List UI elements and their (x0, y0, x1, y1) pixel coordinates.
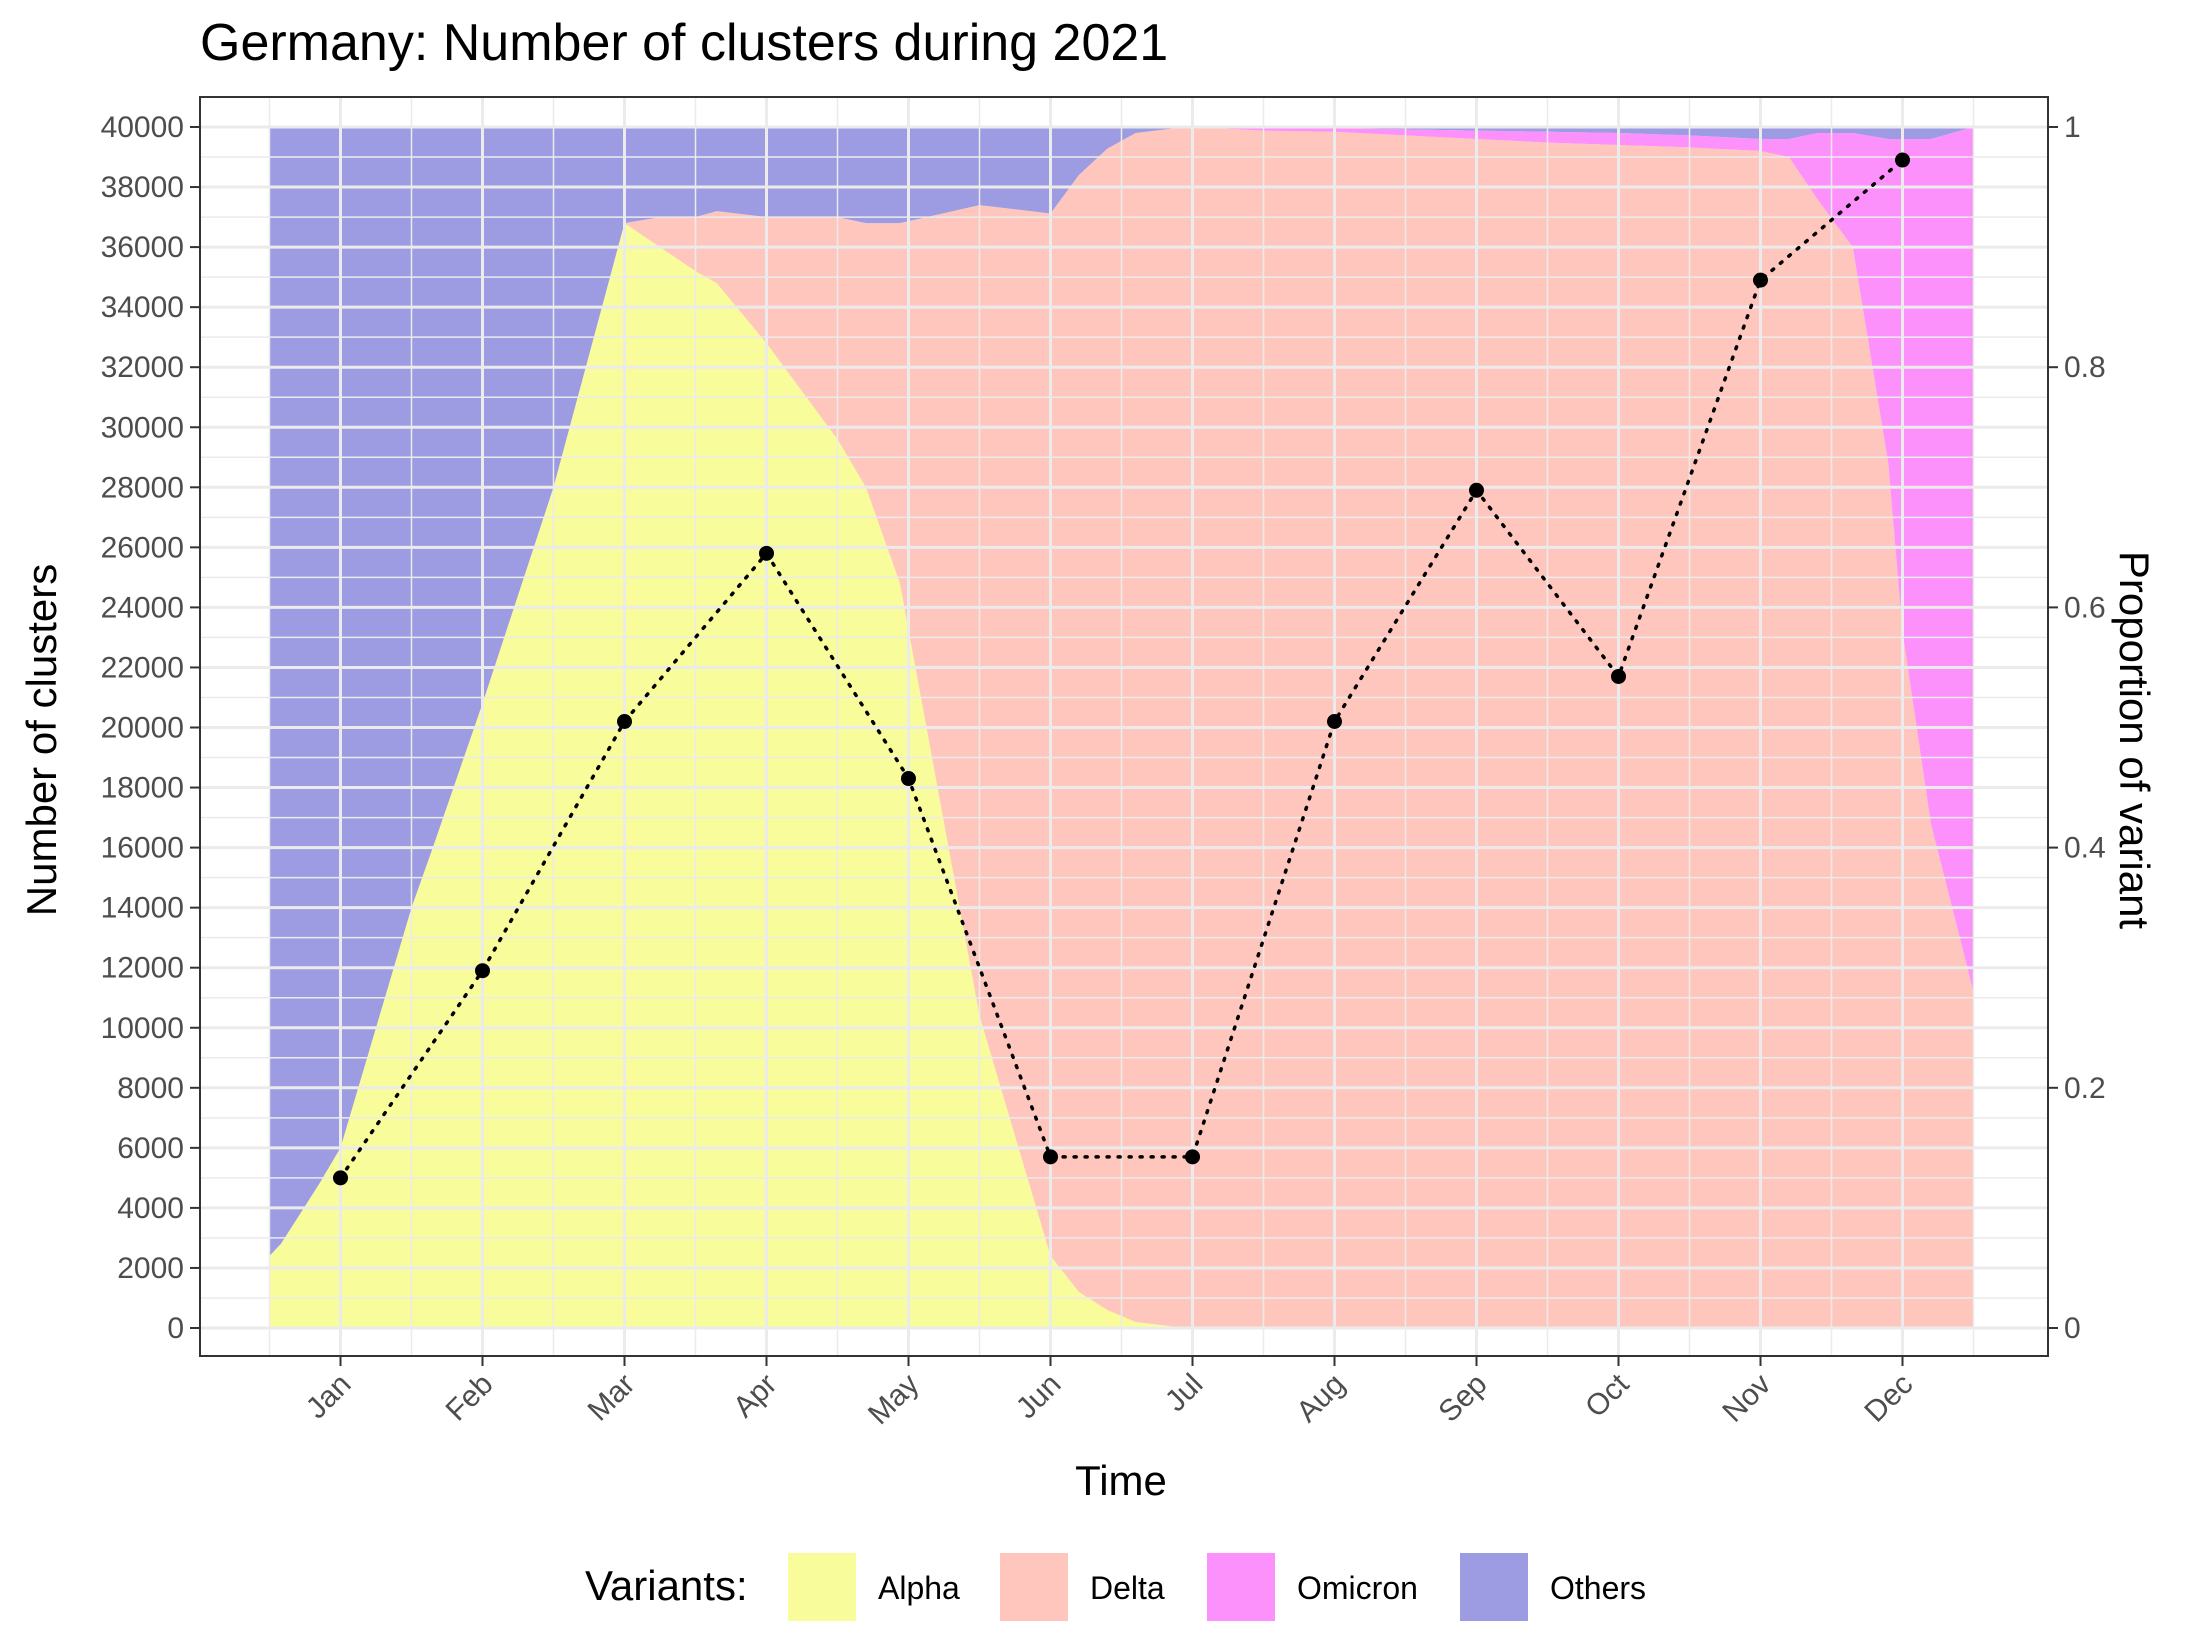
legend-label-others: Others (1550, 1570, 1646, 1606)
y-tick-label: 10000 (101, 1012, 184, 1045)
y2-tick-label: 0.8 (2064, 351, 2106, 384)
y2-tick-label: 1 (2064, 111, 2081, 144)
y-tick-label: 26000 (101, 531, 184, 564)
data-point-may (901, 771, 916, 787)
data-point-feb (475, 963, 490, 979)
legend-key-omicron (1207, 1553, 1275, 1621)
y-tick-label: 6000 (117, 1132, 184, 1165)
y-tick-label: 0 (167, 1312, 184, 1345)
area-others (269, 127, 1974, 1256)
legend-key-others (1460, 1553, 1528, 1621)
data-point-jul (1185, 1149, 1200, 1165)
y-tick-label: 12000 (101, 952, 184, 985)
y-tick-label: 18000 (101, 772, 184, 805)
y-tick-label: 20000 (101, 712, 184, 745)
y-tick-label: 38000 (101, 171, 184, 204)
data-point-oct (1611, 668, 1626, 684)
y-tick-label: 24000 (101, 591, 184, 624)
y-tick-label: 22000 (101, 651, 184, 684)
y-tick-label: 28000 (101, 471, 184, 504)
y-tick-label: 14000 (101, 892, 184, 925)
y-tick-label: 34000 (101, 291, 184, 324)
y2-axis-title: Proportion of variant (2111, 551, 2158, 930)
x-axis-title: Time (1075, 1457, 1167, 1504)
y2-tick-label: 0.4 (2064, 832, 2106, 865)
data-point-sep (1469, 482, 1484, 498)
data-point-apr (759, 545, 774, 561)
y-tick-label: 30000 (101, 411, 184, 444)
legend-title: Variants: (585, 1562, 748, 1609)
y-tick-label: 2000 (117, 1252, 184, 1285)
legend-key-alpha (788, 1553, 856, 1621)
y-tick-label: 40000 (101, 111, 184, 144)
y-tick-label: 32000 (101, 351, 184, 384)
chart-title: Germany: Number of clusters during 2021 (200, 14, 1168, 72)
legend-key-delta (1000, 1553, 1068, 1621)
legend-label-alpha: Alpha (878, 1570, 960, 1606)
legend-label-omicron: Omicron (1297, 1570, 1418, 1606)
y-tick-label: 4000 (117, 1192, 184, 1225)
data-point-nov (1753, 272, 1768, 288)
data-point-dec (1895, 152, 1910, 168)
y-tick-label: 36000 (101, 231, 184, 264)
y-tick-label: 16000 (101, 832, 184, 865)
data-point-mar (617, 713, 632, 729)
legend: Variants: Alpha Delta Omicron Others (585, 1553, 1646, 1621)
data-point-jun (1043, 1149, 1058, 1165)
trend-line (338, 158, 1905, 1180)
y2-tick-label: 0 (2064, 1312, 2081, 1345)
y2-tick-label: 0.2 (2064, 1072, 2106, 1105)
plot-panel: 0 2000 4000 6000 8000 10000 12000 14000 16000 180… (101, 96, 2106, 1431)
y-axis-title: Number of clusters (18, 564, 65, 916)
data-point-aug (1327, 713, 1342, 729)
y-tick-label: 8000 (117, 1072, 184, 1105)
y2-tick-label: 0.6 (2064, 591, 2106, 624)
legend-label-delta: Delta (1090, 1570, 1165, 1606)
data-point-jan (333, 1170, 348, 1186)
